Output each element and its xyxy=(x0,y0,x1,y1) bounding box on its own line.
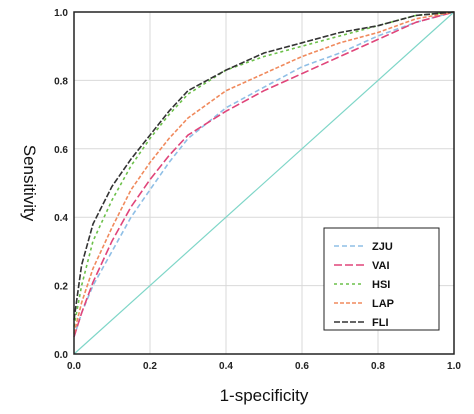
x-axis-title: 1-specificity xyxy=(220,386,309,405)
legend-label-zju: ZJU xyxy=(372,241,393,253)
x-tick-label: 0.2 xyxy=(143,361,157,372)
x-tick-label: 1.0 xyxy=(447,361,461,372)
legend-label-hsi: HSI xyxy=(372,279,390,291)
x-tick-labels: 0.0 0.2 0.4 0.6 0.8 1.0 xyxy=(67,361,461,372)
y-tick-label: 0.4 xyxy=(54,213,68,224)
x-tick-label: 0.0 xyxy=(67,361,81,372)
y-tick-label: 0.2 xyxy=(54,282,68,293)
legend-label-vai: VAI xyxy=(372,260,390,272)
x-tick-label: 0.4 xyxy=(219,361,233,372)
legend: ZJU VAI HSI LAP FLI xyxy=(324,228,439,330)
y-tick-label: 1.0 xyxy=(54,8,68,19)
y-tick-label: 0.8 xyxy=(54,76,68,87)
x-tick-label: 0.8 xyxy=(371,361,385,372)
legend-label-fli: FLI xyxy=(372,317,389,329)
y-axis-title: Sensitivity xyxy=(20,145,39,222)
legend-label-lap: LAP xyxy=(372,298,394,310)
x-tick-label: 0.6 xyxy=(295,361,309,372)
y-tick-labels: 0.0 0.2 0.4 0.6 0.8 1.0 xyxy=(54,8,68,361)
y-tick-label: 0.6 xyxy=(54,145,68,156)
y-tick-label: 0.0 xyxy=(54,350,68,361)
